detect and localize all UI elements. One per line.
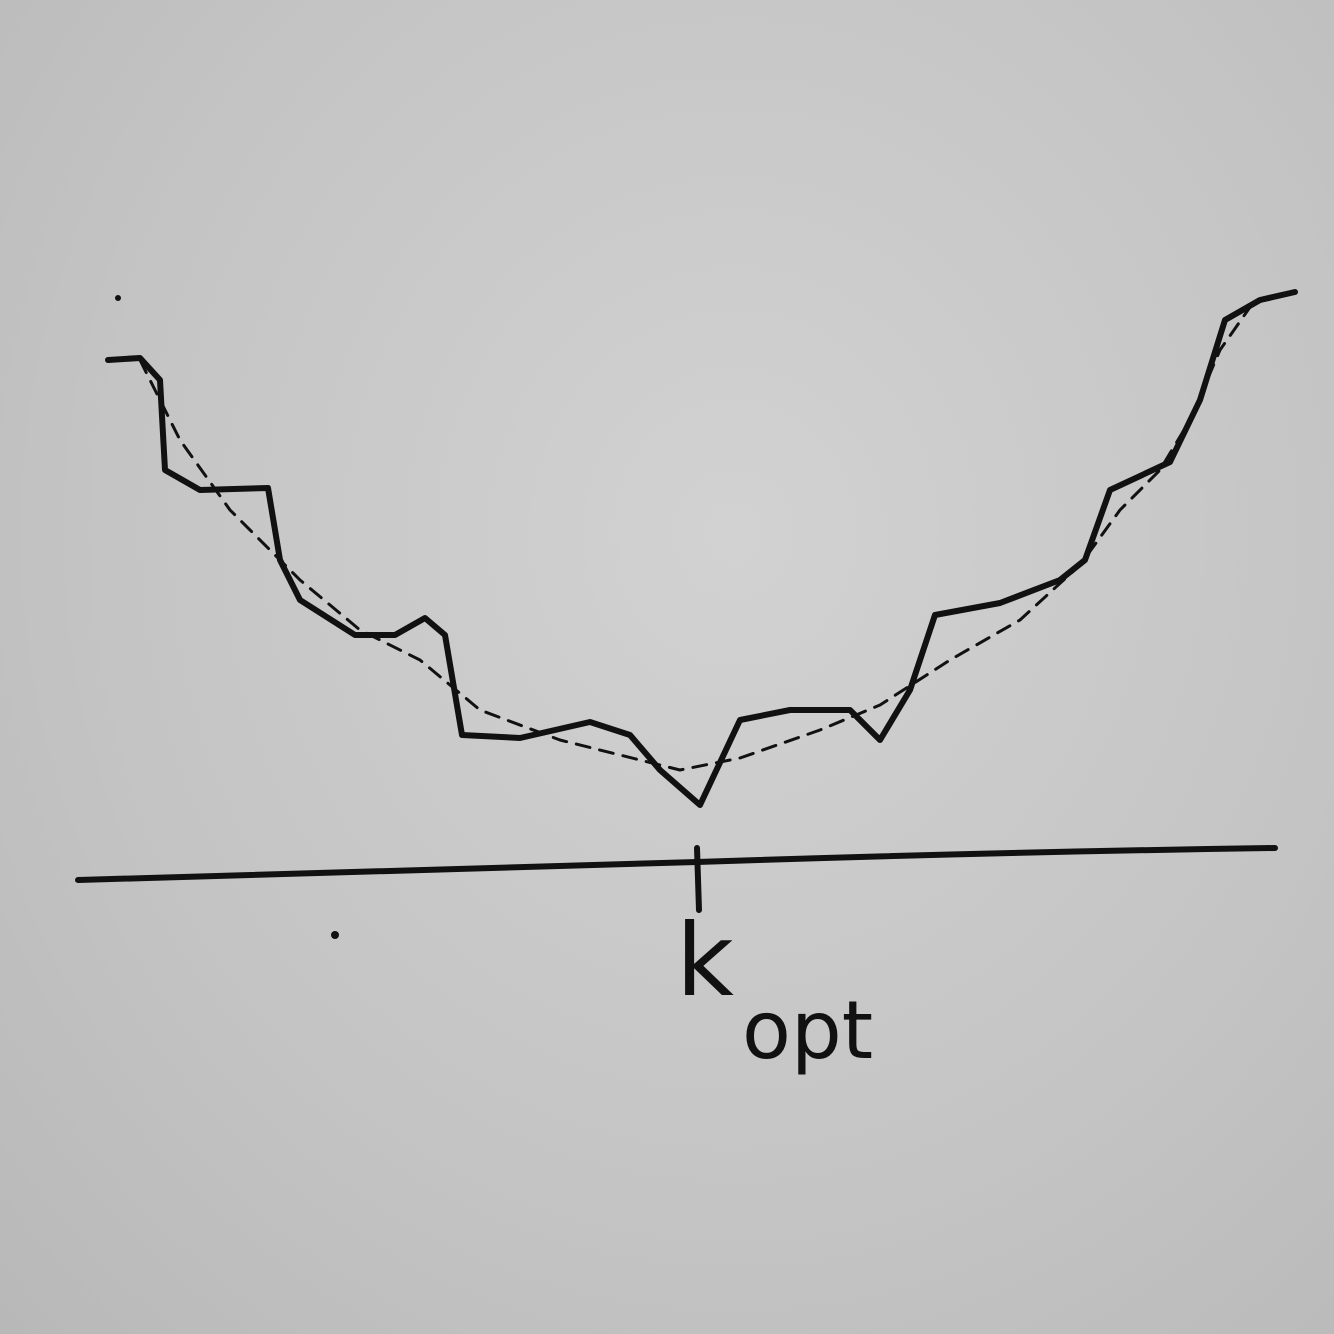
- smooth-curve: [138, 298, 1257, 772]
- label-subscript: opt: [742, 984, 873, 1077]
- tick: [694, 845, 702, 913]
- speck: [115, 295, 121, 301]
- label-k: k: [676, 902, 734, 1019]
- noisy-curve: [105, 289, 1298, 808]
- x-axis: [75, 845, 1278, 883]
- speck: [331, 931, 339, 939]
